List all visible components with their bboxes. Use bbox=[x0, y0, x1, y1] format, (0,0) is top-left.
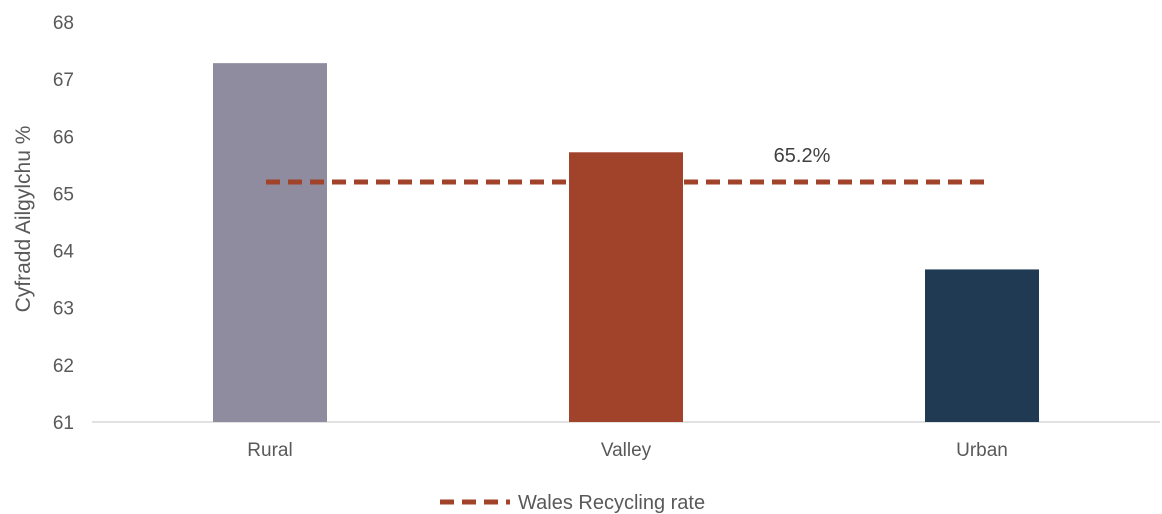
bar-rural bbox=[213, 63, 327, 423]
y-tick-label-68: 68 bbox=[53, 13, 74, 34]
y-tick-label-63: 63 bbox=[53, 299, 74, 320]
y-tick-label-67: 67 bbox=[53, 70, 74, 91]
bar-valley bbox=[569, 152, 683, 423]
y-tick-label-66: 66 bbox=[53, 127, 74, 148]
bars bbox=[213, 63, 1039, 423]
legend-label: Wales Recycling rate bbox=[518, 492, 705, 514]
category-label-valley: Valley bbox=[601, 440, 652, 461]
bar-urban bbox=[925, 269, 1039, 422]
wales-recycling-rate-label: 65.2% bbox=[774, 145, 831, 167]
y-tick-label-61: 61 bbox=[53, 413, 74, 434]
category-labels: Rural Valley Urban bbox=[247, 440, 1008, 461]
y-axis-ticks: 61 62 63 64 65 66 67 68 bbox=[53, 13, 75, 434]
y-tick-label-64: 64 bbox=[53, 242, 75, 263]
y-axis-title: Cyfradd Ailgylchu % bbox=[12, 126, 35, 313]
category-label-urban: Urban bbox=[956, 440, 1008, 461]
category-label-rural: Rural bbox=[247, 440, 292, 461]
legend: Wales Recycling rate bbox=[440, 492, 705, 514]
y-tick-label-62: 62 bbox=[53, 356, 74, 377]
y-tick-label-65: 65 bbox=[53, 184, 74, 205]
